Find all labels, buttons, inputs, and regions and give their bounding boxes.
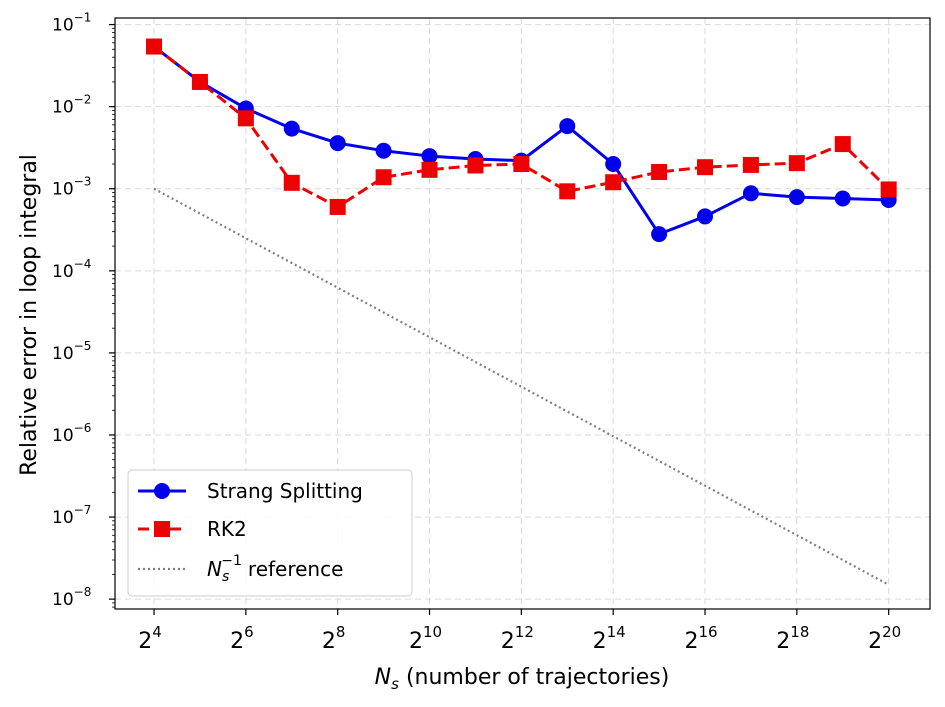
series-layer (146, 38, 897, 586)
y-tick-label: 10−3 (52, 175, 91, 200)
x-axis-label-rest: (number of trajectories) (399, 665, 669, 690)
legend: Strang Splitting RK2 Ns−1 reference (127, 469, 413, 597)
data-point-rk2 (559, 183, 576, 200)
legend-marker-rk2 (154, 521, 170, 537)
x-tick-label: 28 (322, 623, 346, 654)
data-point-rk2 (375, 169, 392, 186)
legend-marker-strang (154, 483, 170, 499)
x-tick-label: 210 (409, 623, 442, 654)
data-point-rk2 (146, 38, 163, 55)
legend-ref-text: reference (248, 557, 344, 581)
legend-label-rk2: RK2 (207, 517, 247, 541)
y-tick-label: 10−8 (52, 585, 91, 610)
data-point-rk2 (283, 174, 300, 191)
legend-entry-rk2: RK2 (138, 517, 247, 541)
x-tick-label: 24 (138, 623, 162, 654)
data-point-rk2 (329, 198, 346, 215)
data-point-rk2 (605, 174, 622, 191)
data-point-rk2 (421, 161, 438, 178)
y-tick-label: 10−7 (52, 503, 91, 528)
data-point-rk2 (834, 136, 851, 153)
ticks: 24 26 28 210 212 214 216 218 220 10−8 10−7 10−6 10−5… (52, 11, 901, 654)
y-tick-label: 10−1 (52, 11, 91, 36)
legend-label-reference: Ns−1 reference (207, 553, 343, 585)
data-point-strang (421, 148, 438, 165)
x-axis-label: Ns (number of trajectories) (375, 665, 670, 693)
data-point-rk2 (742, 156, 759, 173)
legend-ref-symbol: N (207, 557, 222, 581)
y-tick-label: 10−4 (52, 257, 91, 282)
data-point-strang (697, 208, 714, 225)
data-point-strang (375, 142, 392, 159)
x-tick-label: 212 (501, 623, 534, 654)
series-line-reference (153, 187, 890, 586)
data-point-strang (559, 118, 576, 135)
x-axis-label-symbol: N (375, 665, 391, 690)
data-point-strang (329, 135, 346, 152)
data-point-rk2 (513, 156, 530, 173)
data-point-rk2 (697, 159, 714, 176)
y-axis-label: Relative error in loop integral (17, 154, 42, 476)
data-point-strang (742, 185, 759, 202)
data-point-strang (788, 189, 805, 206)
x-tick-label: 216 (684, 623, 717, 654)
legend-entry-strang: Strang Splitting (138, 479, 363, 503)
legend-label-strang: Strang Splitting (207, 479, 363, 503)
data-point-rk2 (651, 163, 668, 180)
legend-entry-reference: Ns−1 reference (138, 553, 343, 585)
x-tick-label: 220 (868, 623, 901, 654)
data-point-rk2 (788, 155, 805, 172)
legend-ref-sub: s (222, 569, 229, 585)
data-point-rk2 (237, 110, 254, 127)
y-tick-label: 10−2 (52, 93, 91, 118)
x-tick-label: 218 (776, 623, 809, 654)
y-tick-label: 10−5 (52, 339, 91, 364)
data-point-strang (834, 190, 851, 207)
legend-box (127, 469, 413, 597)
y-tick-label: 10−6 (52, 421, 91, 446)
data-point-strang (651, 226, 668, 243)
data-point-rk2 (191, 73, 208, 90)
x-tick-label: 26 (230, 623, 254, 654)
x-tick-label: 214 (593, 623, 626, 654)
data-point-strang (283, 120, 300, 137)
data-point-strang (605, 156, 622, 173)
x-axis-label-sub: s (391, 675, 399, 693)
legend-ref-sup: −1 (221, 553, 242, 569)
data-point-rk2 (467, 157, 484, 174)
data-point-rk2 (880, 181, 897, 198)
